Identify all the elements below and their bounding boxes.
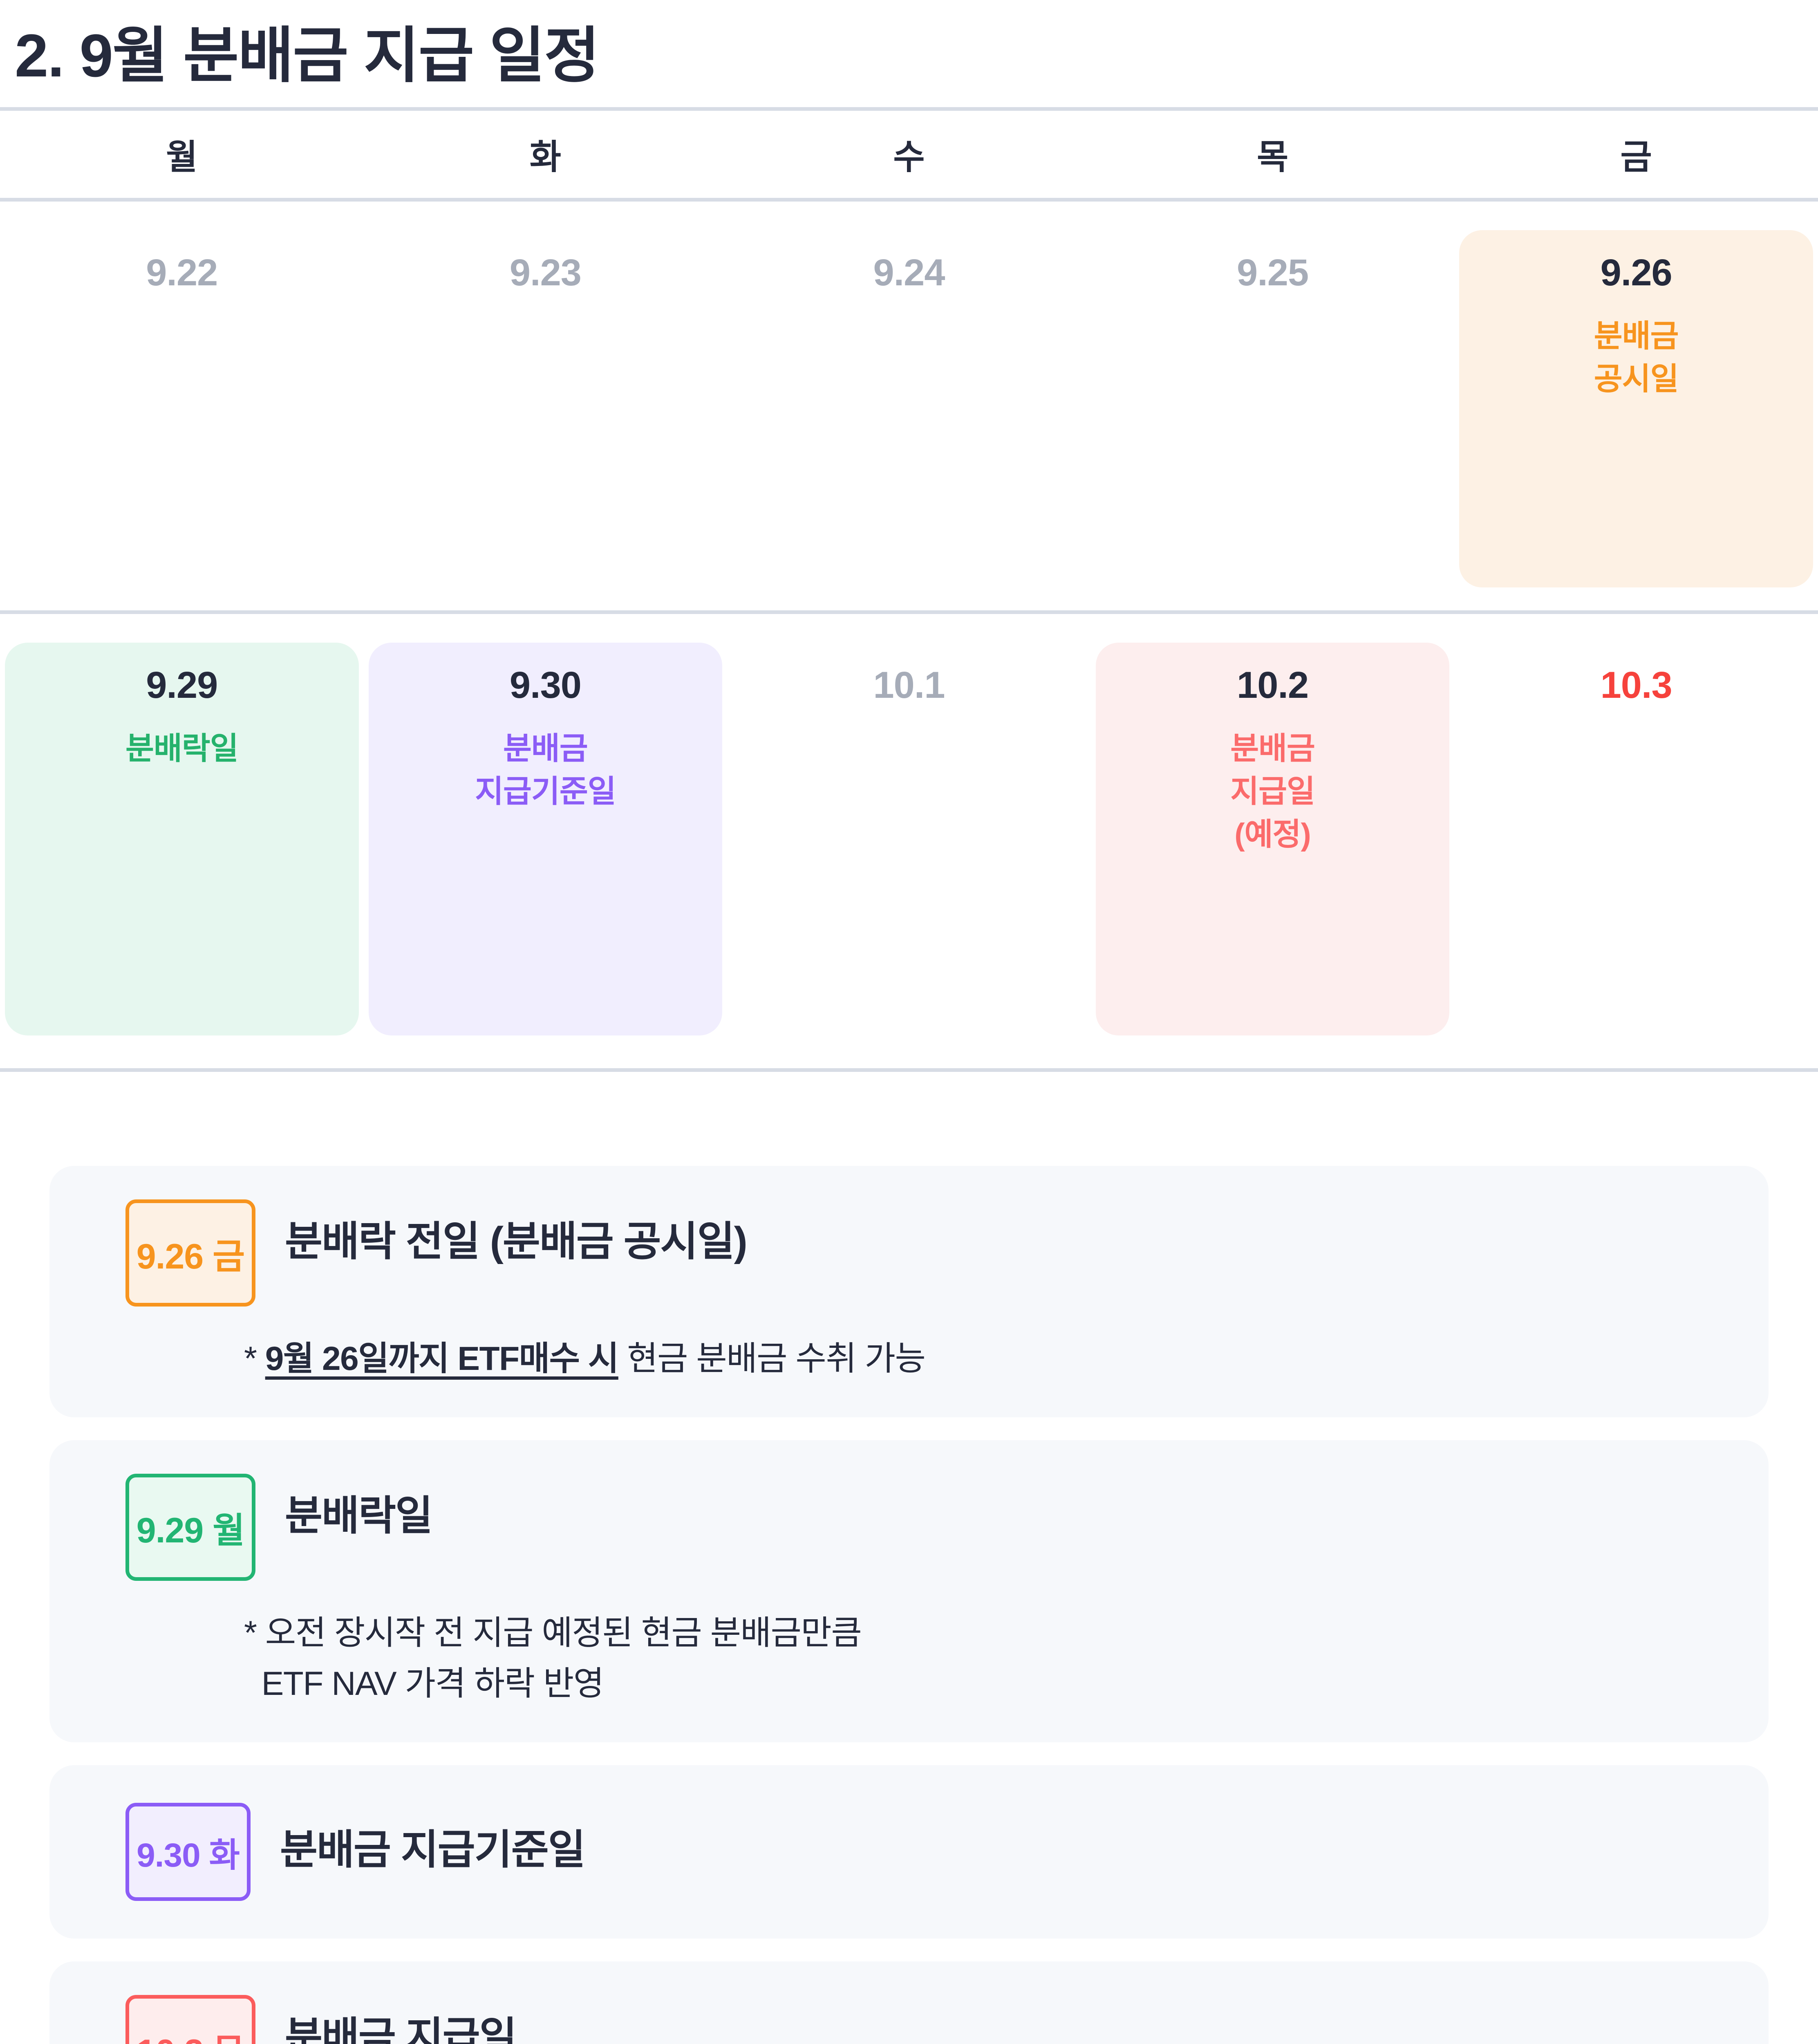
calendar-date-text: 9.23 [509,252,582,294]
schedule-card-list: 9.26 금 분배락 전일 (분배금 공시일) * 9월 26일까지 ETF매수 시… [0,1072,1818,2044]
schedule-card-header: 9.26 금 분배락 전일 (분배금 공시일) [125,1197,1769,1307]
schedule-card-title: 분배락일 [285,1493,433,1539]
calendar-weekday-3: 목 [1256,138,1289,177]
calendar-date-text: 10.3 [1600,664,1672,706]
note-emphasis: 9월 26일까지 ETF매수 시 [265,1340,619,1378]
calendar-date-text: 10.1 [873,664,945,706]
schedule-card-notes: * 9월 26일까지 ETF매수 시 현금 분배금 수취 가능 [244,1334,1769,1385]
calendar-row: 9.22 9.23 9.24 9.25 9.26 분배금 공시일 [0,202,1818,610]
schedule-note-line: ETF NAV 가격 하락 반영 [261,1665,605,1703]
calendar-day-9-25[interactable]: 9.25 [1096,230,1450,587]
calendar-date-text: 9.25 [1237,252,1309,294]
schedule-card-header: 9.30 화 분배금 지급기준일 [125,1800,1769,1901]
schedule-card-title: 분배락 전일 (분배금 공시일) [285,1219,748,1265]
calendar-weekday-2: 수 [893,138,925,177]
calendar-weekday-4: 금 [1620,138,1652,177]
calendar-date-text: 10.2 [1237,664,1309,706]
schedule-note-line: * 오전 장시작 전 지급 예정된 현금 분배금만큼 [244,1614,862,1652]
calendar-day-9-30[interactable]: 9.30 분배금 지급기준일 [368,643,723,1036]
calendar-day-10-3[interactable]: 10.3 [1459,643,1813,1035]
schedule-card-header: 9.29 월 분배락일 [125,1471,1769,1581]
schedule-card-title: 분배금 지급일 [285,2014,517,2044]
calendar-date-text: 9.30 [509,664,582,706]
calendar-date-text: 9.26 [1600,252,1672,294]
calendar-day-9-23[interactable]: 9.23 [369,230,723,587]
schedule-card-3[interactable]: 9.30 화 분배금 지급기준일 [49,1765,1769,1939]
calendar-day-9-29[interactable]: 9.29 분배락일 [5,643,359,1036]
date-badge: 9.26 금 [125,1199,255,1307]
date-badge: 9.30 화 [125,1803,251,1901]
schedule-note-line: * 9월 26일까지 ETF매수 시 현금 분배금 수취 가능 [244,1340,926,1378]
date-badge: 9.29 월 [125,1473,255,1581]
calendar-day-label: 분배금 지급일 (예정) [1230,731,1315,852]
schedule-card-header: 10.2 목 분배금 지급일 [125,1992,1769,2044]
schedule-card-title: 분배금 지급기준일 [280,1827,586,1873]
calendar-day-9-26[interactable]: 9.26 분배금 공시일 [1459,230,1813,588]
calendar-day-label: 분배금 공시일 [1594,319,1679,397]
date-badge: 10.2 목 [125,1995,255,2044]
calendar-day-9-22[interactable]: 9.22 [5,230,359,587]
calendar-day-label: 분배락일 [125,731,239,766]
page-title: 2. 9월 분배금 지급 일정 [15,22,600,90]
schedule-card-4[interactable]: 10.2 목분배금 지급일* 현금 분배금 지급 '예정'일 [49,1961,1769,2044]
calendar-date-text: 9.24 [873,252,945,294]
calendar-body: 9.22 9.23 9.24 9.25 9.26 분배금 공시일 9.29 분배락일 9.30 분배… [0,202,1818,1068]
calendar-date-text: 9.29 [146,664,218,706]
calendar-row: 9.29 분배락일 9.30 분배금 지급기준일 10.1 10.2 분배금 지급일 (예정) 10… [0,610,1818,1068]
calendar-weekday-1: 화 [529,138,562,177]
calendar-day-10-1[interactable]: 10.1 [732,643,1086,1035]
schedule-card-1[interactable]: 9.26 금 분배락 전일 (분배금 공시일) * 9월 26일까지 ETF매수 시… [49,1166,1769,1417]
calendar-weekday-0: 월 [166,138,198,177]
calendar-date-text: 9.22 [146,252,218,294]
calendar-day-10-2[interactable]: 10.2 분배금 지급일 (예정) [1095,643,1450,1036]
schedule-card-notes: * 오전 장시작 전 지급 예정된 현금 분배금만큼 ETF NAV 가격 하락… [244,1608,1769,1710]
calendar-day-label: 분배금 지급기준일 [475,731,616,809]
calendar-day-9-24[interactable]: 9.24 [732,230,1086,587]
schedule-card-2[interactable]: 9.29 월 분배락일 * 오전 장시작 전 지급 예정된 현금 분배금만큼 ETF… [49,1440,1769,1743]
dividend-calendar: 월 화 수 목 금 9.22 9.23 9.24 9.25 9.26 분배금 공시일 9.29 분배락일… [0,107,1818,1072]
